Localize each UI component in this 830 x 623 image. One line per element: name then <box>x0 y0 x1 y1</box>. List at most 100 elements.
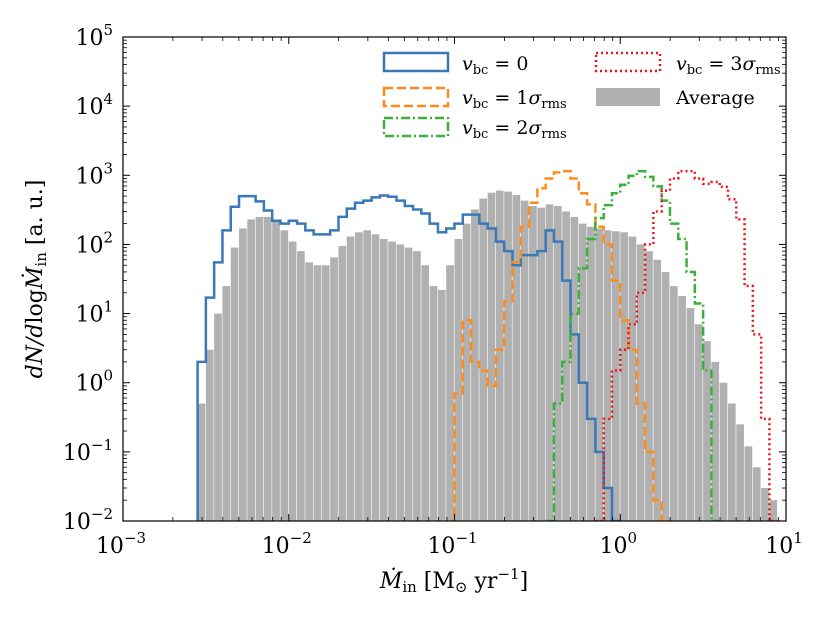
average-bar <box>661 271 670 521</box>
average-bar <box>595 228 604 521</box>
average-bar <box>222 286 231 521</box>
average-bar <box>545 204 554 521</box>
average-bar <box>487 192 496 521</box>
legend: vbc = 0 vbc = 1σrms vbc = 2σrms vbc = 3σ… <box>382 51 781 142</box>
average-bar <box>645 251 653 521</box>
average-bar <box>587 226 595 521</box>
legend-label-v1: vbc = 1σrms <box>462 87 567 112</box>
y-tick-labels: 10−2 10−1 100 101 102 103 104 105 <box>63 21 113 535</box>
series-line-v3 <box>595 169 778 521</box>
average-bar <box>752 467 761 521</box>
average-bar <box>255 216 264 521</box>
y-tick-label: 102 <box>75 228 113 258</box>
legend-handle-avg <box>596 88 660 106</box>
average-bar <box>703 341 711 521</box>
average-bar <box>479 198 488 521</box>
x-tick-labels: 10−3 10−2 10−1 100 101 <box>96 529 803 559</box>
axis-ticks <box>122 36 787 522</box>
series-line-v2 <box>545 169 720 521</box>
average-bar <box>388 241 396 521</box>
average-bar <box>471 209 479 521</box>
y-tick-label: 10−1 <box>63 436 113 466</box>
average-bar <box>686 308 695 521</box>
average-bar <box>205 349 214 521</box>
x-tick-label: 100 <box>599 529 637 559</box>
legend-label-v3: vbc = 3σrms <box>676 53 781 78</box>
average-bar <box>247 219 255 521</box>
average-bar <box>719 382 728 521</box>
x-tick-label: 10−1 <box>427 529 477 559</box>
average-bar <box>421 265 430 521</box>
y-axis-label: dN/dlogṀin [a. u.] <box>21 180 50 379</box>
legend-handle-v0 <box>382 51 450 73</box>
average-bar <box>628 236 637 521</box>
average-bar <box>454 238 463 521</box>
y-tick-label: 104 <box>75 90 113 120</box>
average-bar <box>562 211 570 521</box>
average-bar <box>230 247 239 521</box>
average-bar <box>321 265 330 521</box>
average-bar <box>504 191 512 521</box>
average-bar <box>263 216 272 521</box>
average-bar <box>520 200 529 521</box>
average-bar <box>413 251 421 521</box>
legend-label-v2: vbc = 2σrms <box>462 117 567 142</box>
average-bar <box>711 361 720 521</box>
x-tick-label: 10−3 <box>96 529 146 559</box>
legend-handle-v2 <box>382 116 450 138</box>
average-bar <box>620 232 628 521</box>
average-bar <box>396 244 405 521</box>
average-bar <box>553 205 562 521</box>
y-tick-label: 105 <box>75 21 113 51</box>
y-tick-label: 100 <box>75 367 113 397</box>
average-bar <box>214 313 222 521</box>
average-bar <box>437 289 446 521</box>
average-bar <box>272 220 280 521</box>
average-bar <box>330 257 338 521</box>
average-bar <box>446 265 454 521</box>
average-bar <box>769 500 778 521</box>
average-bar <box>462 223 471 521</box>
average-bar <box>363 230 372 521</box>
average-bar <box>736 424 744 521</box>
average-bar <box>379 238 388 521</box>
average-bar <box>678 295 686 521</box>
average-bar <box>636 244 645 521</box>
average-bar <box>603 230 612 521</box>
average-bar <box>404 247 413 521</box>
average-bar <box>288 241 297 521</box>
x-axis-label: Ṁin [M⊙ yr−1] <box>379 565 528 596</box>
average-bar <box>578 223 587 521</box>
average-bar <box>744 446 753 521</box>
average-bar <box>537 207 546 521</box>
average-bar <box>694 324 703 521</box>
average-bar <box>305 262 314 521</box>
average-bar <box>313 265 322 521</box>
average-bar <box>653 259 662 521</box>
y-tick-label: 103 <box>75 159 113 189</box>
average-bar <box>611 231 620 521</box>
histogram-step-lines <box>196 169 778 521</box>
legend-label-avg: Average <box>675 87 755 109</box>
legend-handle-v1 <box>382 86 450 108</box>
x-tick-label: 101 <box>765 529 803 559</box>
average-bar <box>529 205 537 521</box>
series-line-v1 <box>446 169 670 521</box>
average-bar <box>429 286 438 521</box>
y-tick-label: 101 <box>75 298 113 328</box>
x-tick-label: 10−2 <box>262 529 312 559</box>
legend-handle-v3 <box>594 51 662 73</box>
average-bar <box>669 286 678 521</box>
average-bar <box>512 194 521 521</box>
average-bar <box>761 488 769 521</box>
average-bar <box>727 403 736 521</box>
average-bar <box>346 236 355 521</box>
average-bar <box>570 216 579 521</box>
average-bar <box>280 230 289 521</box>
y-tick-label: 10−2 <box>63 505 113 535</box>
legend-label-v0: vbc = 0 <box>462 53 528 78</box>
average-bar <box>355 232 363 521</box>
average-bar <box>239 228 247 521</box>
average-bar <box>371 234 380 521</box>
